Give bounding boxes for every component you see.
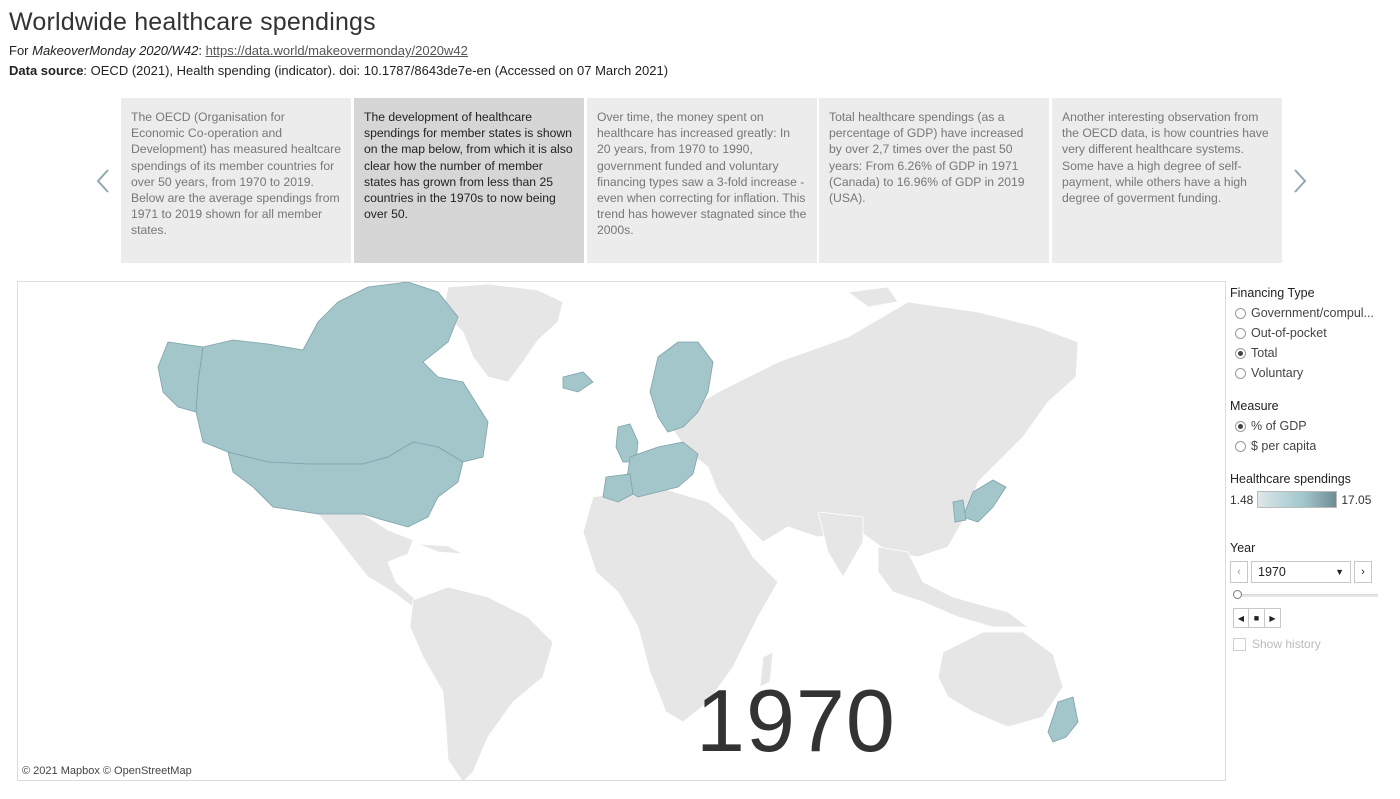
for-colon: : [198,43,206,58]
show-history-label: Show history [1252,637,1321,651]
source-link[interactable]: https://data.world/makeovermonday/2020w4… [205,43,468,58]
story-card[interactable]: Over time, the money spent on healthcare… [587,98,817,263]
mexico-shape [317,513,417,608]
year-overlay: 1970 [696,671,896,770]
dashboard-title: Worldwide healthcare spendings [9,8,376,36]
chevron-right-icon[interactable] [1290,166,1310,196]
greenland-shape [442,283,564,383]
option-label: % of GDP [1251,419,1307,433]
radio-icon[interactable] [1235,327,1246,339]
for-prefix: For [9,43,33,58]
world-map[interactable]: 1970 © 2021 Mapbox © OpenStreetMap [17,281,1226,781]
alaska-shape [157,341,204,413]
legend-min: 1.48 [1230,492,1254,507]
option-label: $ per capita [1251,439,1317,453]
play-backward-button[interactable]: ◀ [1233,608,1249,628]
usa-shape [227,441,464,528]
option-label: Total [1251,346,1278,360]
slider-track[interactable] [1237,594,1378,597]
radio-icon[interactable] [1235,440,1246,452]
scandinavia-shape [649,341,714,433]
option-label: Voluntary [1251,366,1304,380]
color-legend: Healthcare spendings 1.48 17.05 [1230,472,1390,508]
caribbean-shape [417,543,464,555]
financing-option-voluntary[interactable]: Voluntary [1230,363,1374,383]
financing-type-filter: Financing Type Government/compul... Out-… [1230,286,1374,383]
iberia-shape [602,473,634,503]
measure-option-per-capita[interactable]: $ per capita [1230,436,1316,456]
southeast-asia-shape [877,546,1030,628]
korea-shape [952,499,967,523]
iceland-shape [562,371,594,393]
play-forward-icon: ▶ [1269,613,1276,623]
legend-gradient [1257,491,1338,508]
australia-shape [937,631,1064,728]
radio-selected-icon[interactable] [1235,420,1246,432]
world-map-canvas[interactable] [18,282,1226,781]
year-title: Year [1230,541,1256,555]
story-card-active[interactable]: The development of healthcare spendings … [354,98,584,263]
legend-max: 17.05 [1341,492,1372,507]
playback-controls: ◀ ■ ▶ [1233,608,1390,628]
option-label: Out-of-pocket [1251,326,1327,340]
india-shape [817,511,864,578]
year-next-button[interactable]: › [1354,561,1372,583]
financing-type-title: Financing Type [1230,286,1315,300]
stop-icon: ■ [1253,613,1260,623]
chevron-left-icon: ‹ [1237,566,1241,578]
new-zealand-shape [1047,696,1079,743]
arctic-islands-shape [846,286,899,308]
show-history-toggle[interactable]: Show history [1233,637,1390,651]
chevron-right-icon: › [1361,566,1365,578]
legend-title: Healthcare spendings [1230,472,1351,486]
madagascar-shape [759,651,774,688]
map-attribution[interactable]: © 2021 Mapbox © OpenStreetMap [22,765,192,777]
financing-option-government[interactable]: Government/compul... [1230,303,1374,323]
makeover-name: MakeoverMonday 2020/W42 [32,43,199,58]
radio-icon[interactable] [1235,367,1246,379]
measure-filter: Measure % of GDP $ per capita [1230,399,1316,456]
radio-selected-icon[interactable] [1235,347,1246,359]
measure-option-gdp[interactable]: % of GDP [1230,416,1316,436]
caret-down-icon: ▼ [1335,567,1344,577]
year-select[interactable]: 1970 ▼ [1251,561,1351,583]
data-source-label: Data source [9,63,84,78]
radio-icon[interactable] [1235,307,1246,319]
south-america-shape [409,586,554,780]
stop-button[interactable]: ■ [1249,608,1265,628]
financing-option-out-of-pocket[interactable]: Out-of-pocket [1230,323,1374,343]
measure-title: Measure [1230,399,1279,413]
option-label: Government/compul... [1251,306,1374,320]
year-select-value: 1970 [1258,565,1286,579]
canada-shape [195,282,489,465]
chevron-left-icon[interactable] [93,166,113,196]
play-backward-icon: ◀ [1237,613,1245,623]
story-carousel: The OECD (Organisation for Economic Co-o… [121,98,1283,263]
story-card[interactable]: The OECD (Organisation for Economic Co-o… [121,98,351,263]
data-source-text: : OECD (2021), Health spending (indicato… [83,63,669,78]
year-filter: Year ‹ 1970 ▼ › ◀ ■ ▶ Show history [1230,541,1390,651]
slider-handle[interactable] [1233,590,1242,599]
africa-shape [582,486,779,723]
financing-option-total[interactable]: Total [1230,343,1374,363]
year-slider[interactable] [1233,589,1378,601]
story-card[interactable]: Another interesting observation from the… [1052,98,1282,263]
year-prev-button[interactable]: ‹ [1230,561,1248,583]
play-forward-button[interactable]: ▶ [1265,608,1281,628]
show-history-checkbox[interactable] [1233,637,1246,651]
data-source-line: Data source: OECD (2021), Health spendin… [9,63,668,78]
story-card[interactable]: Total healthcare spendings (as a percent… [819,98,1049,263]
makeover-subtitle: For MakeoverMonday 2020/W42: https://dat… [9,43,468,58]
